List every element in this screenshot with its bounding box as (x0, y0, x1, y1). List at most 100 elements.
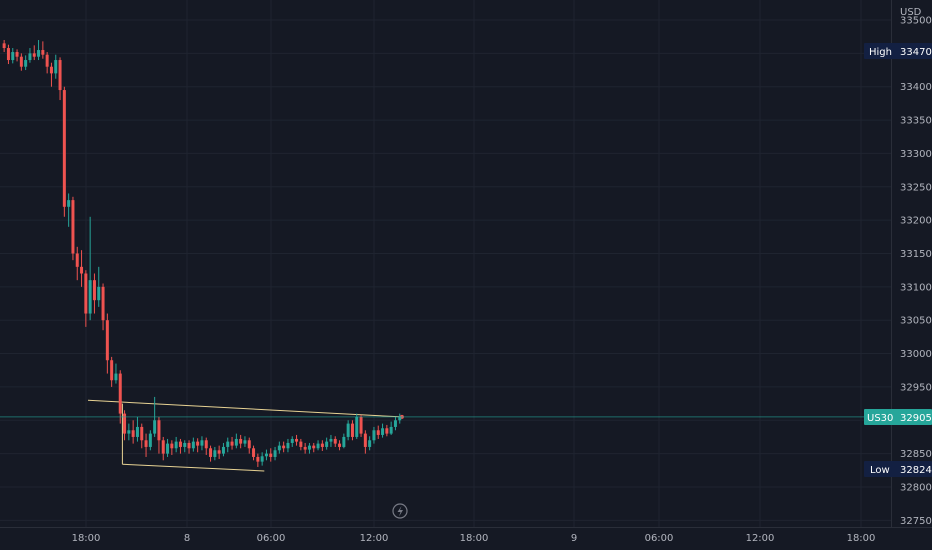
time-axis-tick-label: 9 (571, 533, 577, 544)
candle-body (213, 450, 217, 457)
candle (28, 48, 32, 63)
candle (101, 283, 105, 331)
candle-body (329, 438, 333, 442)
candle (49, 62, 53, 87)
candle-body (80, 266, 84, 274)
candle (312, 442, 316, 453)
candle-body (15, 52, 19, 57)
candle-body (273, 450, 277, 457)
price-axis-tick-label: 33250 (900, 182, 932, 193)
candle-body (299, 441, 303, 447)
candle (325, 437, 329, 450)
candle (174, 436, 178, 453)
price-axis-tick-label: 33150 (900, 249, 932, 260)
candle (226, 437, 230, 453)
candle-body (355, 416, 359, 437)
candle-body (282, 445, 286, 449)
candle (161, 436, 165, 461)
candle-body (153, 420, 157, 434)
candle-body (71, 200, 75, 254)
candle (11, 48, 15, 64)
candle (295, 434, 299, 446)
candle-body (166, 443, 170, 454)
candle-body (114, 373, 118, 381)
candle-body (97, 286, 101, 301)
candle (92, 273, 96, 314)
candle-body (239, 438, 243, 444)
candle-body (221, 446, 225, 454)
candle-body (140, 426, 144, 441)
symbol-label: US30 (867, 413, 893, 424)
candle-body (247, 440, 251, 449)
candle (346, 420, 350, 441)
candle (84, 270, 88, 327)
candle-body (316, 443, 320, 449)
candle (269, 448, 273, 462)
candle-body (209, 448, 213, 457)
candle (41, 41, 45, 59)
candle-body (196, 441, 200, 446)
candle-body (350, 423, 354, 437)
candle-body (37, 50, 41, 57)
price-axis-tick-label: 32850 (900, 449, 932, 460)
candle (191, 437, 195, 452)
candle (204, 437, 208, 455)
candle-body (381, 428, 385, 435)
price-axis-tick-label: 33100 (900, 282, 932, 293)
candle-body (105, 320, 109, 361)
price-axis-tick-label: 33000 (900, 349, 932, 360)
candle-body (45, 54, 49, 67)
candle-body (88, 280, 92, 314)
candle-body (243, 440, 247, 444)
candle (140, 423, 144, 449)
candle-body (286, 442, 290, 449)
candle-body (131, 430, 135, 437)
candle-body (303, 446, 307, 450)
candle (209, 445, 213, 462)
candle-body (144, 440, 148, 447)
candle (105, 313, 109, 374)
trendlines (87, 399, 404, 472)
candle (19, 53, 23, 71)
candle-body (226, 441, 230, 447)
trendline (122, 463, 265, 472)
candle-body (372, 430, 376, 441)
candle-body (393, 420, 397, 427)
candle-body (54, 60, 58, 74)
candles (2, 40, 402, 467)
trendline (87, 399, 402, 418)
candle-body (256, 456, 260, 462)
candle-body (200, 440, 204, 446)
candle-body (118, 373, 122, 414)
currency-label: USD (900, 7, 922, 18)
candle-body (135, 426, 139, 437)
candle-body (290, 438, 294, 443)
candle-body (260, 456, 264, 462)
price-axis-tick-label: 33350 (900, 116, 932, 127)
candle (62, 86, 66, 217)
candle-body (191, 441, 195, 449)
candle (71, 196, 75, 261)
candle (230, 436, 234, 450)
candle-body (32, 53, 36, 57)
candle-body (19, 56, 23, 67)
candle-body (41, 50, 45, 55)
candle-body (24, 60, 28, 67)
candle-body (84, 273, 88, 314)
lightning-icon[interactable] (392, 503, 408, 519)
candle-body (2, 43, 6, 49)
price-axis-tick-label: 33500 (900, 16, 932, 27)
candle-body (62, 90, 66, 207)
high-tag-value: 33470 (900, 47, 932, 58)
time-axis-tick-label: 12:00 (360, 533, 389, 544)
candle (54, 54, 58, 79)
candle-body (385, 428, 389, 434)
candle-body (346, 423, 350, 437)
candle (75, 246, 79, 281)
candle (2, 40, 6, 53)
candle (363, 430, 367, 454)
candle (320, 440, 324, 451)
